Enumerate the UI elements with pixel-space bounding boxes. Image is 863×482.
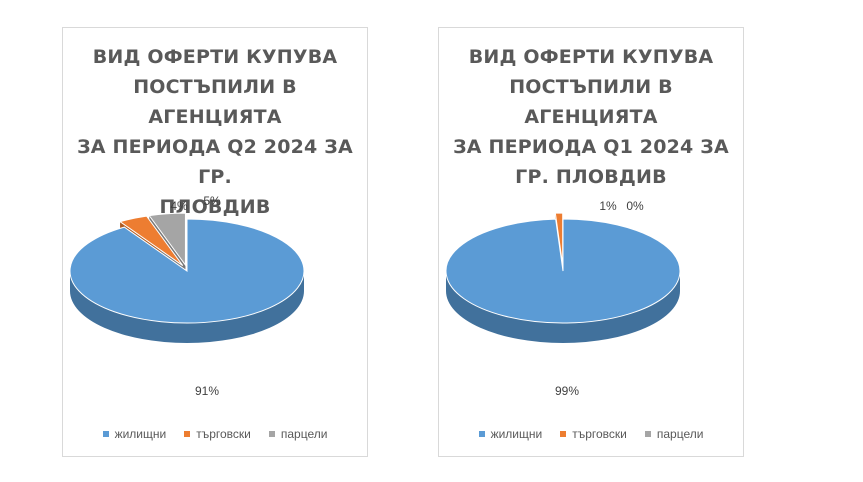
pie-chart-q2: 91% 4% 5% [69, 194, 305, 398]
slice-commercial [118, 215, 184, 266]
data-label-residential: 99% [555, 384, 579, 398]
slice-residential [69, 218, 305, 324]
chart-title: ВИД ОФЕРТИ КУПУВА ПОСТЪПИЛИ В АГЕНЦИЯТА … [453, 46, 729, 188]
slice-plots [148, 212, 186, 267]
legend-swatch-blue [102, 431, 109, 437]
legend-swatch-gray [644, 431, 651, 437]
legend-label: парцели [656, 427, 704, 441]
legend: жилищни търговски парцели [63, 426, 367, 442]
data-label-plots: 0% [626, 199, 644, 213]
slice-residential [445, 218, 681, 324]
legend-label: търговски [572, 427, 627, 441]
legend-item-commercial: търговски [184, 427, 251, 441]
slice-residential-side [70, 271, 304, 343]
legend-item-commercial: търговски [560, 427, 627, 441]
legend-label: жилищни [114, 427, 167, 441]
legend-swatch-orange [560, 431, 567, 437]
legend-swatch-orange [184, 431, 191, 437]
legend-swatch-gray [268, 431, 275, 437]
chart-panel-q2: ВИД ОФЕРТИ КУПУВА ПОСТЪПИЛИ В АГЕНЦИЯТА … [62, 27, 368, 457]
legend-label: жилищни [490, 427, 543, 441]
slice-residential-side [446, 271, 680, 343]
legend-item-residential: жилищни [478, 427, 543, 441]
chart-panel-q1: ВИД ОФЕРТИ КУПУВА ПОСТЪПИЛИ В АГЕНЦИЯТА … [438, 27, 744, 457]
legend: жилищни търговски парцели [439, 426, 743, 442]
legend-swatch-blue [478, 431, 485, 437]
data-label-commercial: 1% [599, 199, 617, 213]
legend-label: търговски [196, 427, 251, 441]
pie-chart-q1: 99% 1% 0% [445, 199, 681, 398]
legend-item-plots: парцели [268, 427, 328, 441]
data-label-commercial: 4% [170, 199, 188, 213]
data-label-plots: 5% [203, 194, 221, 208]
data-label-residential: 91% [195, 384, 219, 398]
slice-commercial [554, 212, 564, 266]
legend-label: парцели [280, 427, 328, 441]
chart-title: ВИД ОФЕРТИ КУПУВА ПОСТЪПИЛИ В АГЕНЦИЯТА … [77, 46, 353, 218]
legend-item-residential: жилищни [102, 427, 167, 441]
legend-item-plots: парцели [644, 427, 704, 441]
